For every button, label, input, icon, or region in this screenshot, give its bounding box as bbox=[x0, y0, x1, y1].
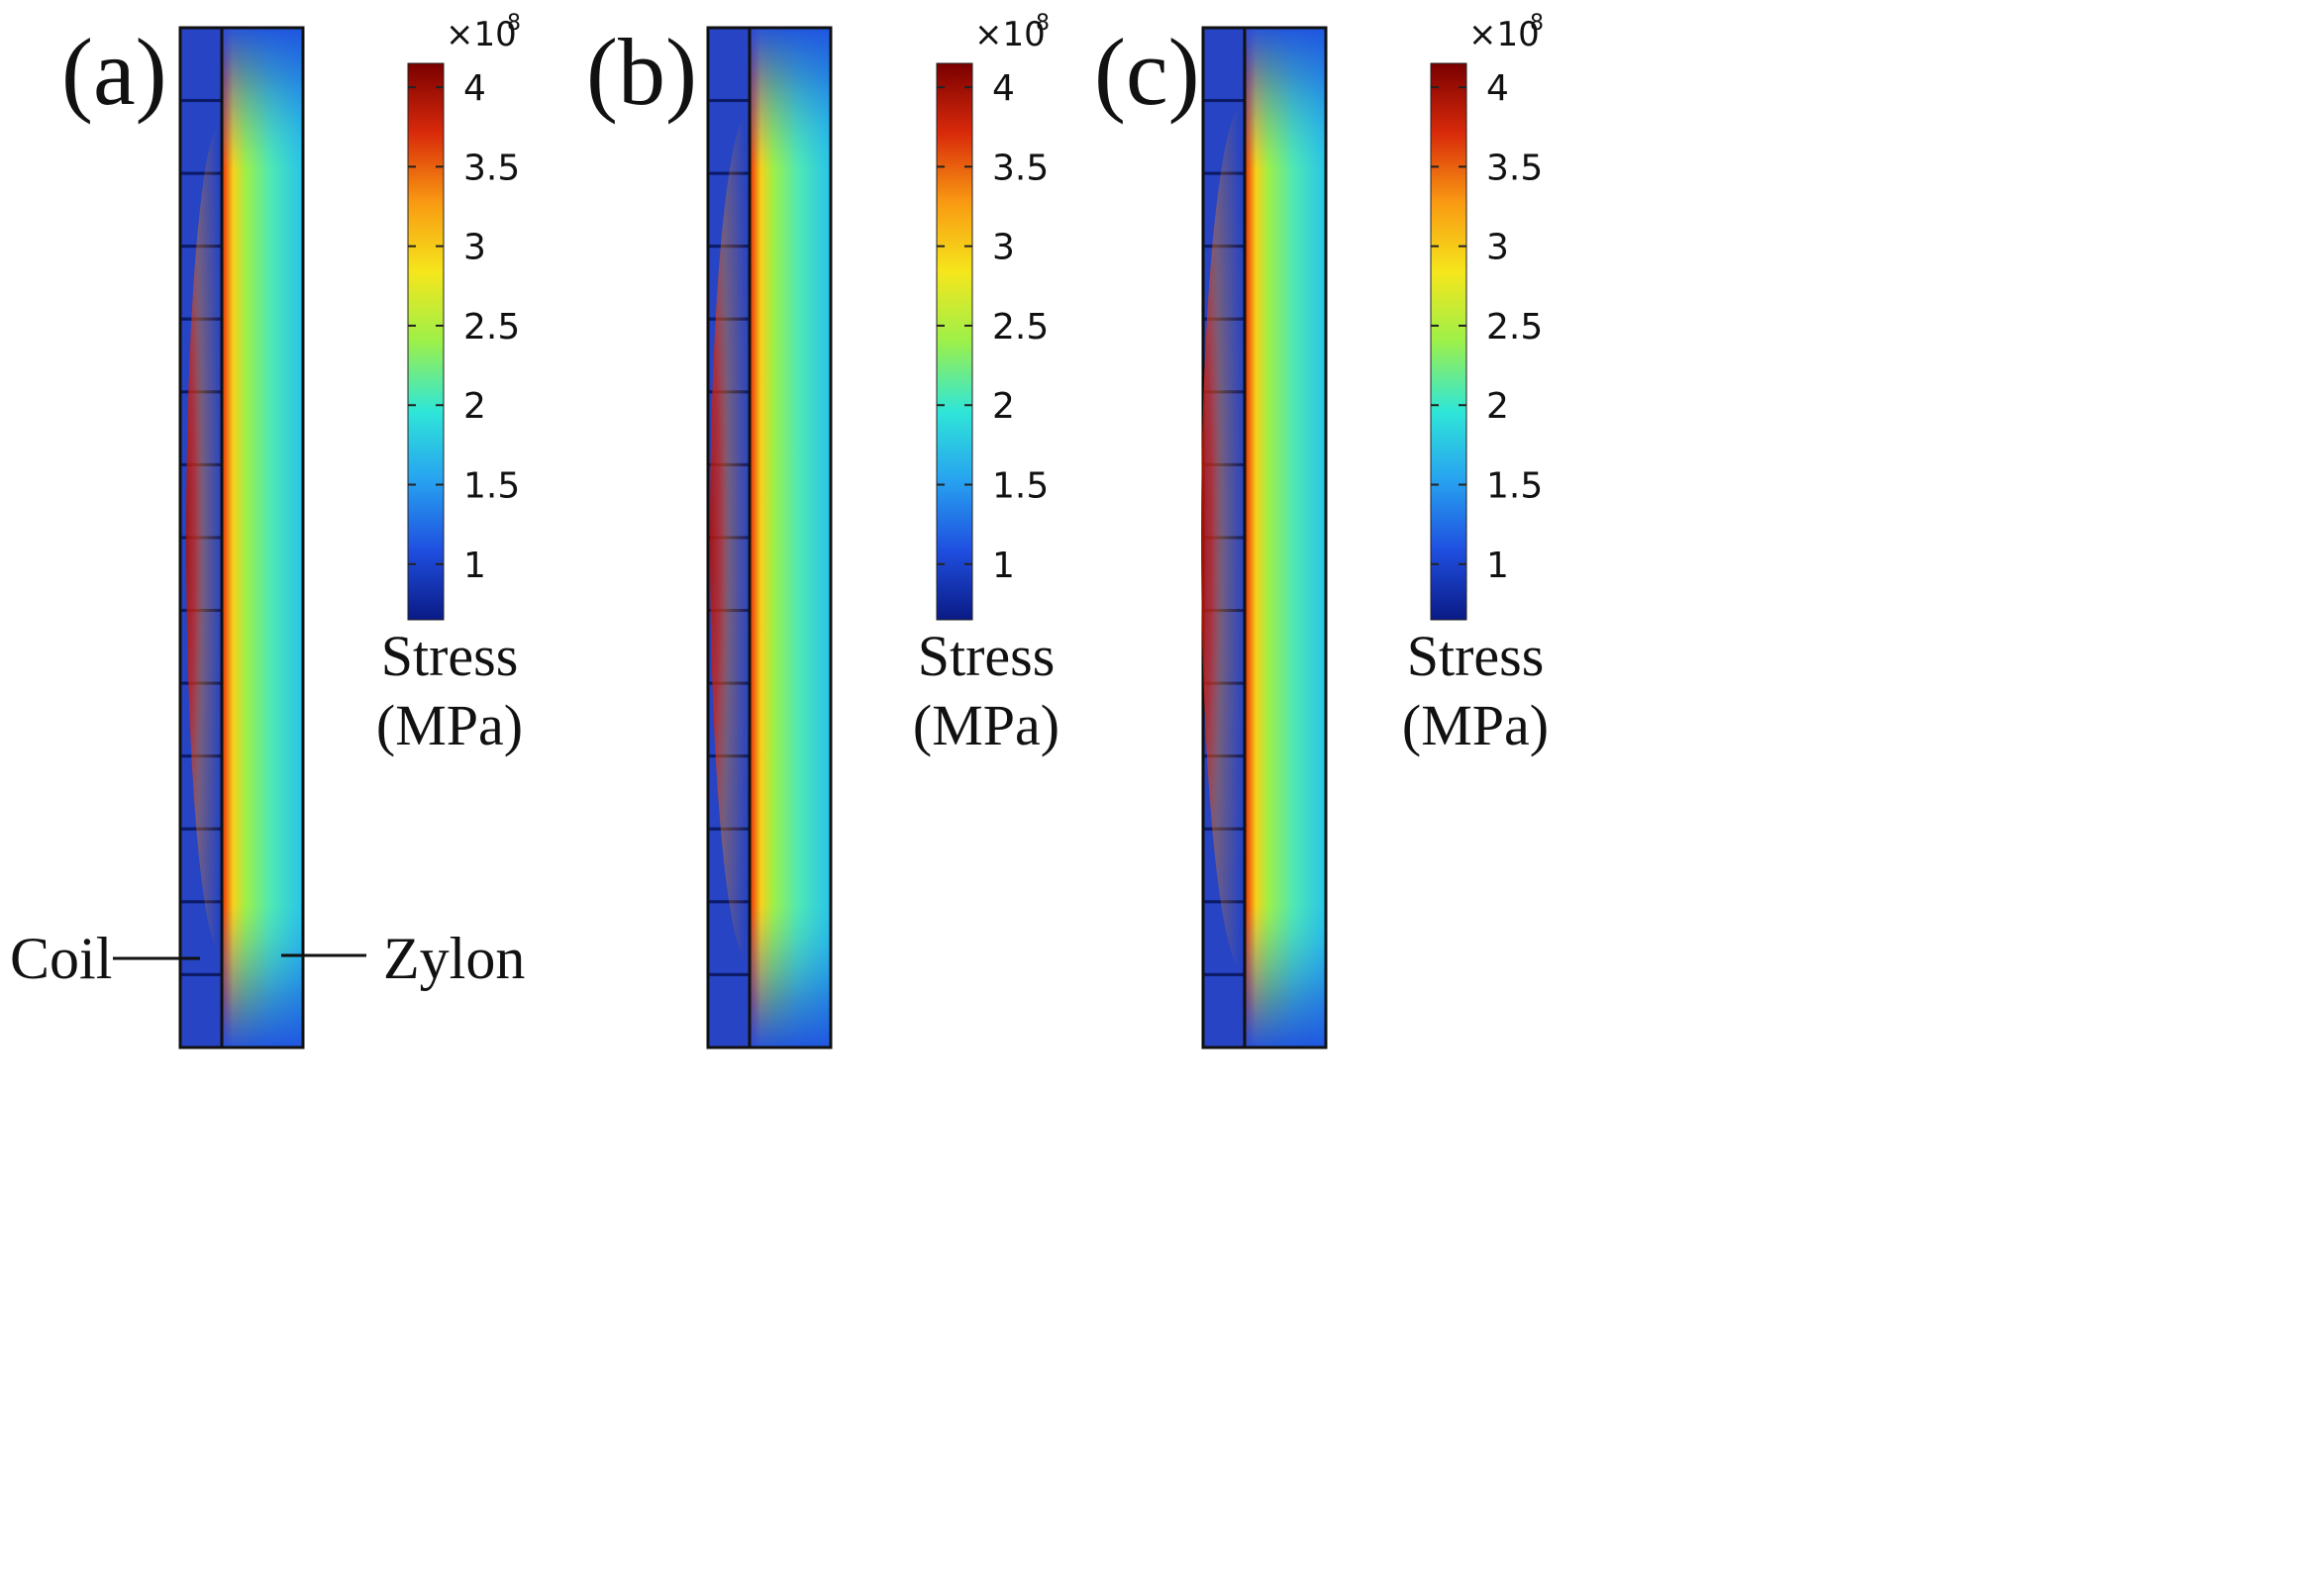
colorbar: 4 3.5 3 2.5 2 1.5 1 ×108 bbox=[407, 11, 521, 621]
colorbar-bar bbox=[407, 62, 445, 621]
colorbar: 4 3.5 3 2.5 2 1.5 1 ×108 bbox=[1430, 11, 1544, 621]
colorbar-multiplier: ×10 bbox=[446, 15, 517, 54]
zylon-outline bbox=[220, 26, 305, 1049]
colorbar-tick-label: 4 bbox=[992, 68, 1015, 109]
colorbar-tick-label: 3.5 bbox=[463, 148, 520, 188]
zylon-label: Zylon bbox=[383, 926, 525, 991]
colorbar-tick-label: 4 bbox=[1486, 68, 1509, 109]
colorbar-tick-label: 2 bbox=[1486, 386, 1509, 427]
zylon-region bbox=[186, 26, 305, 1049]
colorbar-tick-label: 2.5 bbox=[1486, 307, 1543, 348]
colorbar-tick-label: 2 bbox=[992, 386, 1015, 427]
zylon-outline bbox=[1243, 26, 1328, 1049]
colorbar-title-unit: (MPa) bbox=[1402, 693, 1549, 757]
colorbar-tick-label: 1.5 bbox=[992, 466, 1049, 507]
zylon-region bbox=[710, 26, 833, 1049]
panel-label: (c) bbox=[1094, 19, 1200, 125]
colorbar-exponent: 8 bbox=[507, 11, 521, 36]
colorbar-tick-label: 1 bbox=[992, 546, 1015, 586]
colorbar-tick-label: 2.5 bbox=[463, 307, 520, 348]
zylon-region bbox=[1201, 26, 1328, 1049]
colorbar-tick-label: 3.5 bbox=[992, 148, 1049, 188]
panel-c: (c) 4 3.5 3 2.5 2 1.5 1 ×108 Stress (MPa) bbox=[1094, 11, 1549, 1049]
panel-label: (b) bbox=[586, 19, 697, 125]
colorbar-tick-label: 2 bbox=[463, 386, 486, 427]
coil-segment bbox=[1201, 972, 1247, 1049]
colorbar-title-stress: Stress bbox=[1407, 624, 1545, 688]
colorbar-tick-label: 3.5 bbox=[1486, 148, 1543, 188]
colorbar-exponent: 8 bbox=[1530, 11, 1544, 36]
colorbar-tick-label: 1.5 bbox=[1486, 466, 1543, 507]
colorbar-title-unit: (MPa) bbox=[913, 693, 1059, 757]
colorbar-tick-label: 1 bbox=[1486, 546, 1509, 586]
coil-label: Coil bbox=[10, 926, 112, 991]
colorbar-title-stress: Stress bbox=[381, 624, 519, 688]
colorbar-bar bbox=[936, 62, 973, 621]
panel-label: (a) bbox=[61, 19, 167, 125]
colorbar: 4 3.5 3 2.5 2 1.5 1 ×108 bbox=[936, 11, 1050, 621]
colorbar-tick-label: 3 bbox=[992, 228, 1015, 268]
panel-a: (a) 43.532.521.51×108 Stress (MPa) Coil … bbox=[10, 11, 525, 1049]
colorbar-multiplier: ×10 bbox=[974, 15, 1046, 54]
colorbar-tick-label: 3 bbox=[1486, 228, 1509, 268]
colorbar-tick-label: 1.5 bbox=[463, 466, 520, 507]
colorbar-exponent: 8 bbox=[1036, 11, 1050, 36]
colorbar-tick-label: 3 bbox=[463, 228, 486, 268]
panel-b: (b) 4 3.5 3 2.5 2 1.5 1 ×108 Stress (MPa) bbox=[586, 11, 1059, 1049]
colorbar-multiplier: ×10 bbox=[1468, 15, 1540, 54]
colorbar-tick-label: 4 bbox=[463, 68, 486, 109]
colorbar-title-stress: Stress bbox=[918, 624, 1056, 688]
annotation-zylon: Zylon bbox=[281, 926, 525, 991]
annotation-coil: Coil bbox=[10, 926, 200, 991]
colorbar-tick-label: 2.5 bbox=[992, 307, 1049, 348]
zylon-outline bbox=[748, 26, 833, 1049]
colorbar-tick-label: 1 bbox=[463, 546, 486, 586]
colorbar-title-unit: (MPa) bbox=[376, 693, 523, 757]
colorbar-bar bbox=[1430, 62, 1467, 621]
